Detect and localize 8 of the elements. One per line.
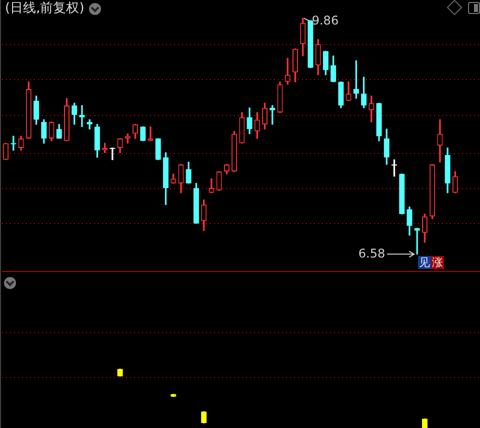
candlestick: [148, 126, 154, 142]
candlestick: [79, 105, 85, 128]
chart-title: (日线,前复权): [5, 0, 84, 18]
candlestick: [10, 136, 16, 151]
annotation: 9.86: [312, 13, 339, 28]
candlestick: [110, 148, 116, 160]
text: 见涨: [418, 256, 444, 269]
annotation: 6.58: [358, 246, 386, 260]
